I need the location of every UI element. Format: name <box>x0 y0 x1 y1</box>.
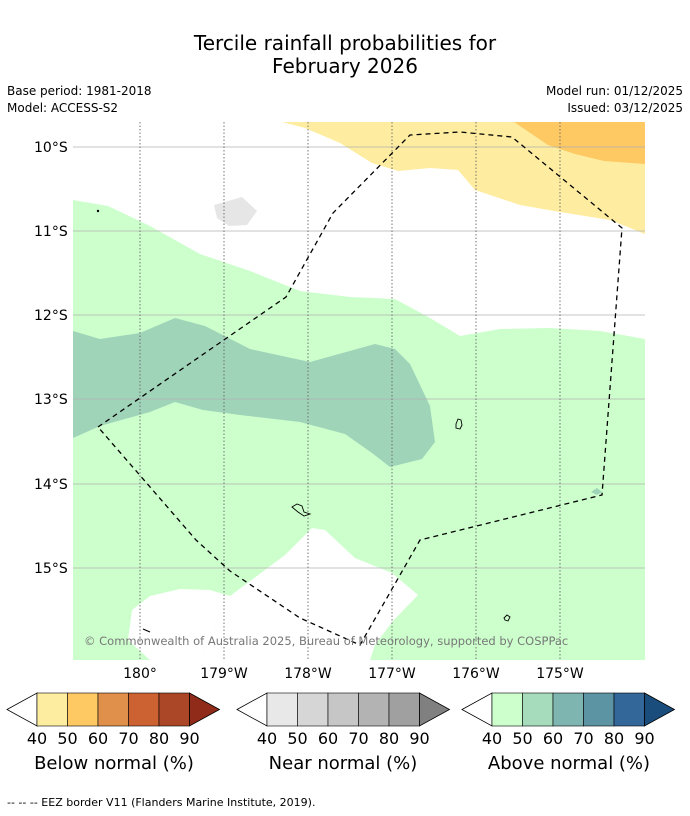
colorbar-segment <box>552 692 584 727</box>
colorbar-tick-label: 90 <box>179 729 199 748</box>
latitude-labels: 10°S 11°S 12°S 13°S 14°S 15°S <box>34 140 68 577</box>
lon-label: 178°W <box>284 666 332 682</box>
below-normal-caption: Below normal (%) <box>34 753 194 774</box>
below-normal-40-50-region <box>282 122 645 234</box>
colorbar-segment <box>128 692 160 727</box>
island-south-group <box>291 503 312 517</box>
colorbar-segment <box>97 692 129 727</box>
colorbar-segment <box>583 692 615 727</box>
map-area: © Commonwealth of Australia 2025, Bureau… <box>73 122 645 660</box>
colorbar-segment <box>297 692 329 727</box>
below-normal-50-60-region <box>514 122 645 164</box>
colorbar-segment <box>67 692 99 727</box>
lon-label: 179°W <box>200 666 248 682</box>
colorbar-tick-label: 60 <box>543 729 563 748</box>
eez-footnote: -- -- -- EEZ border V11 (Flanders Marine… <box>7 796 316 809</box>
colorbar-tick-label: 90 <box>634 729 654 748</box>
eez-border <box>97 131 623 646</box>
colorbar-1: 40 50 60 70 80 90 <box>236 692 451 748</box>
colorbar-tick-label: 70 <box>348 729 368 748</box>
colorbar-tick-label: 40 <box>482 729 502 748</box>
colorbar-max-arrow <box>189 692 221 727</box>
colorbar-tick-label: 40 <box>27 729 47 748</box>
lat-label: 15°S <box>34 561 68 577</box>
lon-label: 175°W <box>536 666 584 682</box>
colorbar-segment <box>613 692 645 727</box>
copyright-notice: © Commonwealth of Australia 2025, Bureau… <box>84 634 568 648</box>
legends: 40 50 60 70 80 90 40 50 60 70 80 90 40 50 60 70 80 90 <box>6 692 676 748</box>
colorbar-tick-label: 80 <box>149 729 169 748</box>
lat-label: 10°S <box>34 140 68 156</box>
colorbar-tick-label: 60 <box>88 729 108 748</box>
lat-label: 12°S <box>34 308 68 324</box>
colorbar-tick-label: 40 <box>257 729 277 748</box>
colorbar-segment <box>327 692 359 727</box>
colorbar-max-arrow <box>644 692 676 727</box>
latitude-gridlines <box>73 146 645 569</box>
near-normal-region <box>200 528 418 660</box>
colorbar-segment <box>158 692 190 727</box>
colorbar-tick-label: 70 <box>573 729 593 748</box>
colorbar-2: 40 50 60 70 80 90 <box>461 692 676 748</box>
colorbar-segment <box>36 692 68 727</box>
island-small <box>503 614 511 622</box>
colorbar-min-arrow <box>236 692 268 727</box>
lon-label: 180° <box>123 666 157 682</box>
issued-date: Issued: 03/12/2025 <box>567 101 683 115</box>
lat-label: 14°S <box>34 477 68 493</box>
island-east <box>455 418 463 430</box>
base-period: Base period: 1981-2018 <box>7 84 152 98</box>
colorbar-tick-label: 50 <box>57 729 77 748</box>
chart-title-line1: Tercile rainfall probabilities for <box>193 31 497 55</box>
model-run: Model run: 01/12/2025 <box>545 84 683 98</box>
colorbar-tick-label: 90 <box>409 729 429 748</box>
colorbar-tick-label: 50 <box>512 729 532 748</box>
colorbar-tick-label: 80 <box>379 729 399 748</box>
longitude-labels: 180° 179°W 178°W 177°W 176°W 175°W <box>123 666 584 682</box>
colorbar-tick-label: 70 <box>118 729 138 748</box>
lat-label: 13°S <box>34 392 68 408</box>
colorbar-segment <box>388 692 420 727</box>
above-normal-caption: Above normal (%) <box>487 753 651 774</box>
longitude-gridlines <box>139 122 561 660</box>
lon-label: 176°W <box>452 666 500 682</box>
colorbar-tick-label: 60 <box>318 729 338 748</box>
near-normal-caption: Near normal (%) <box>268 753 418 774</box>
colorbar-0: 40 50 60 70 80 90 <box>6 692 221 748</box>
islands <box>142 418 511 633</box>
colorbar-segment <box>358 692 390 727</box>
colorbar-segment <box>522 692 554 727</box>
chart-title-line2: February 2026 <box>272 54 418 78</box>
lon-label: 177°W <box>368 666 416 682</box>
near-normal-40-50-patch <box>214 197 257 226</box>
colorbar-min-arrow <box>461 692 493 727</box>
above-normal-50-60-region <box>73 318 435 467</box>
colorbar-tick-label: 80 <box>604 729 624 748</box>
colorbar-segment <box>491 692 523 727</box>
colorbar-tick-label: 50 <box>287 729 307 748</box>
colorbar-max-arrow <box>419 692 451 727</box>
model-name: Model: ACCESS-S2 <box>7 101 119 115</box>
colorbar-min-arrow <box>6 692 38 727</box>
lat-label: 11°S <box>34 224 68 240</box>
colorbar-segment <box>266 692 298 727</box>
